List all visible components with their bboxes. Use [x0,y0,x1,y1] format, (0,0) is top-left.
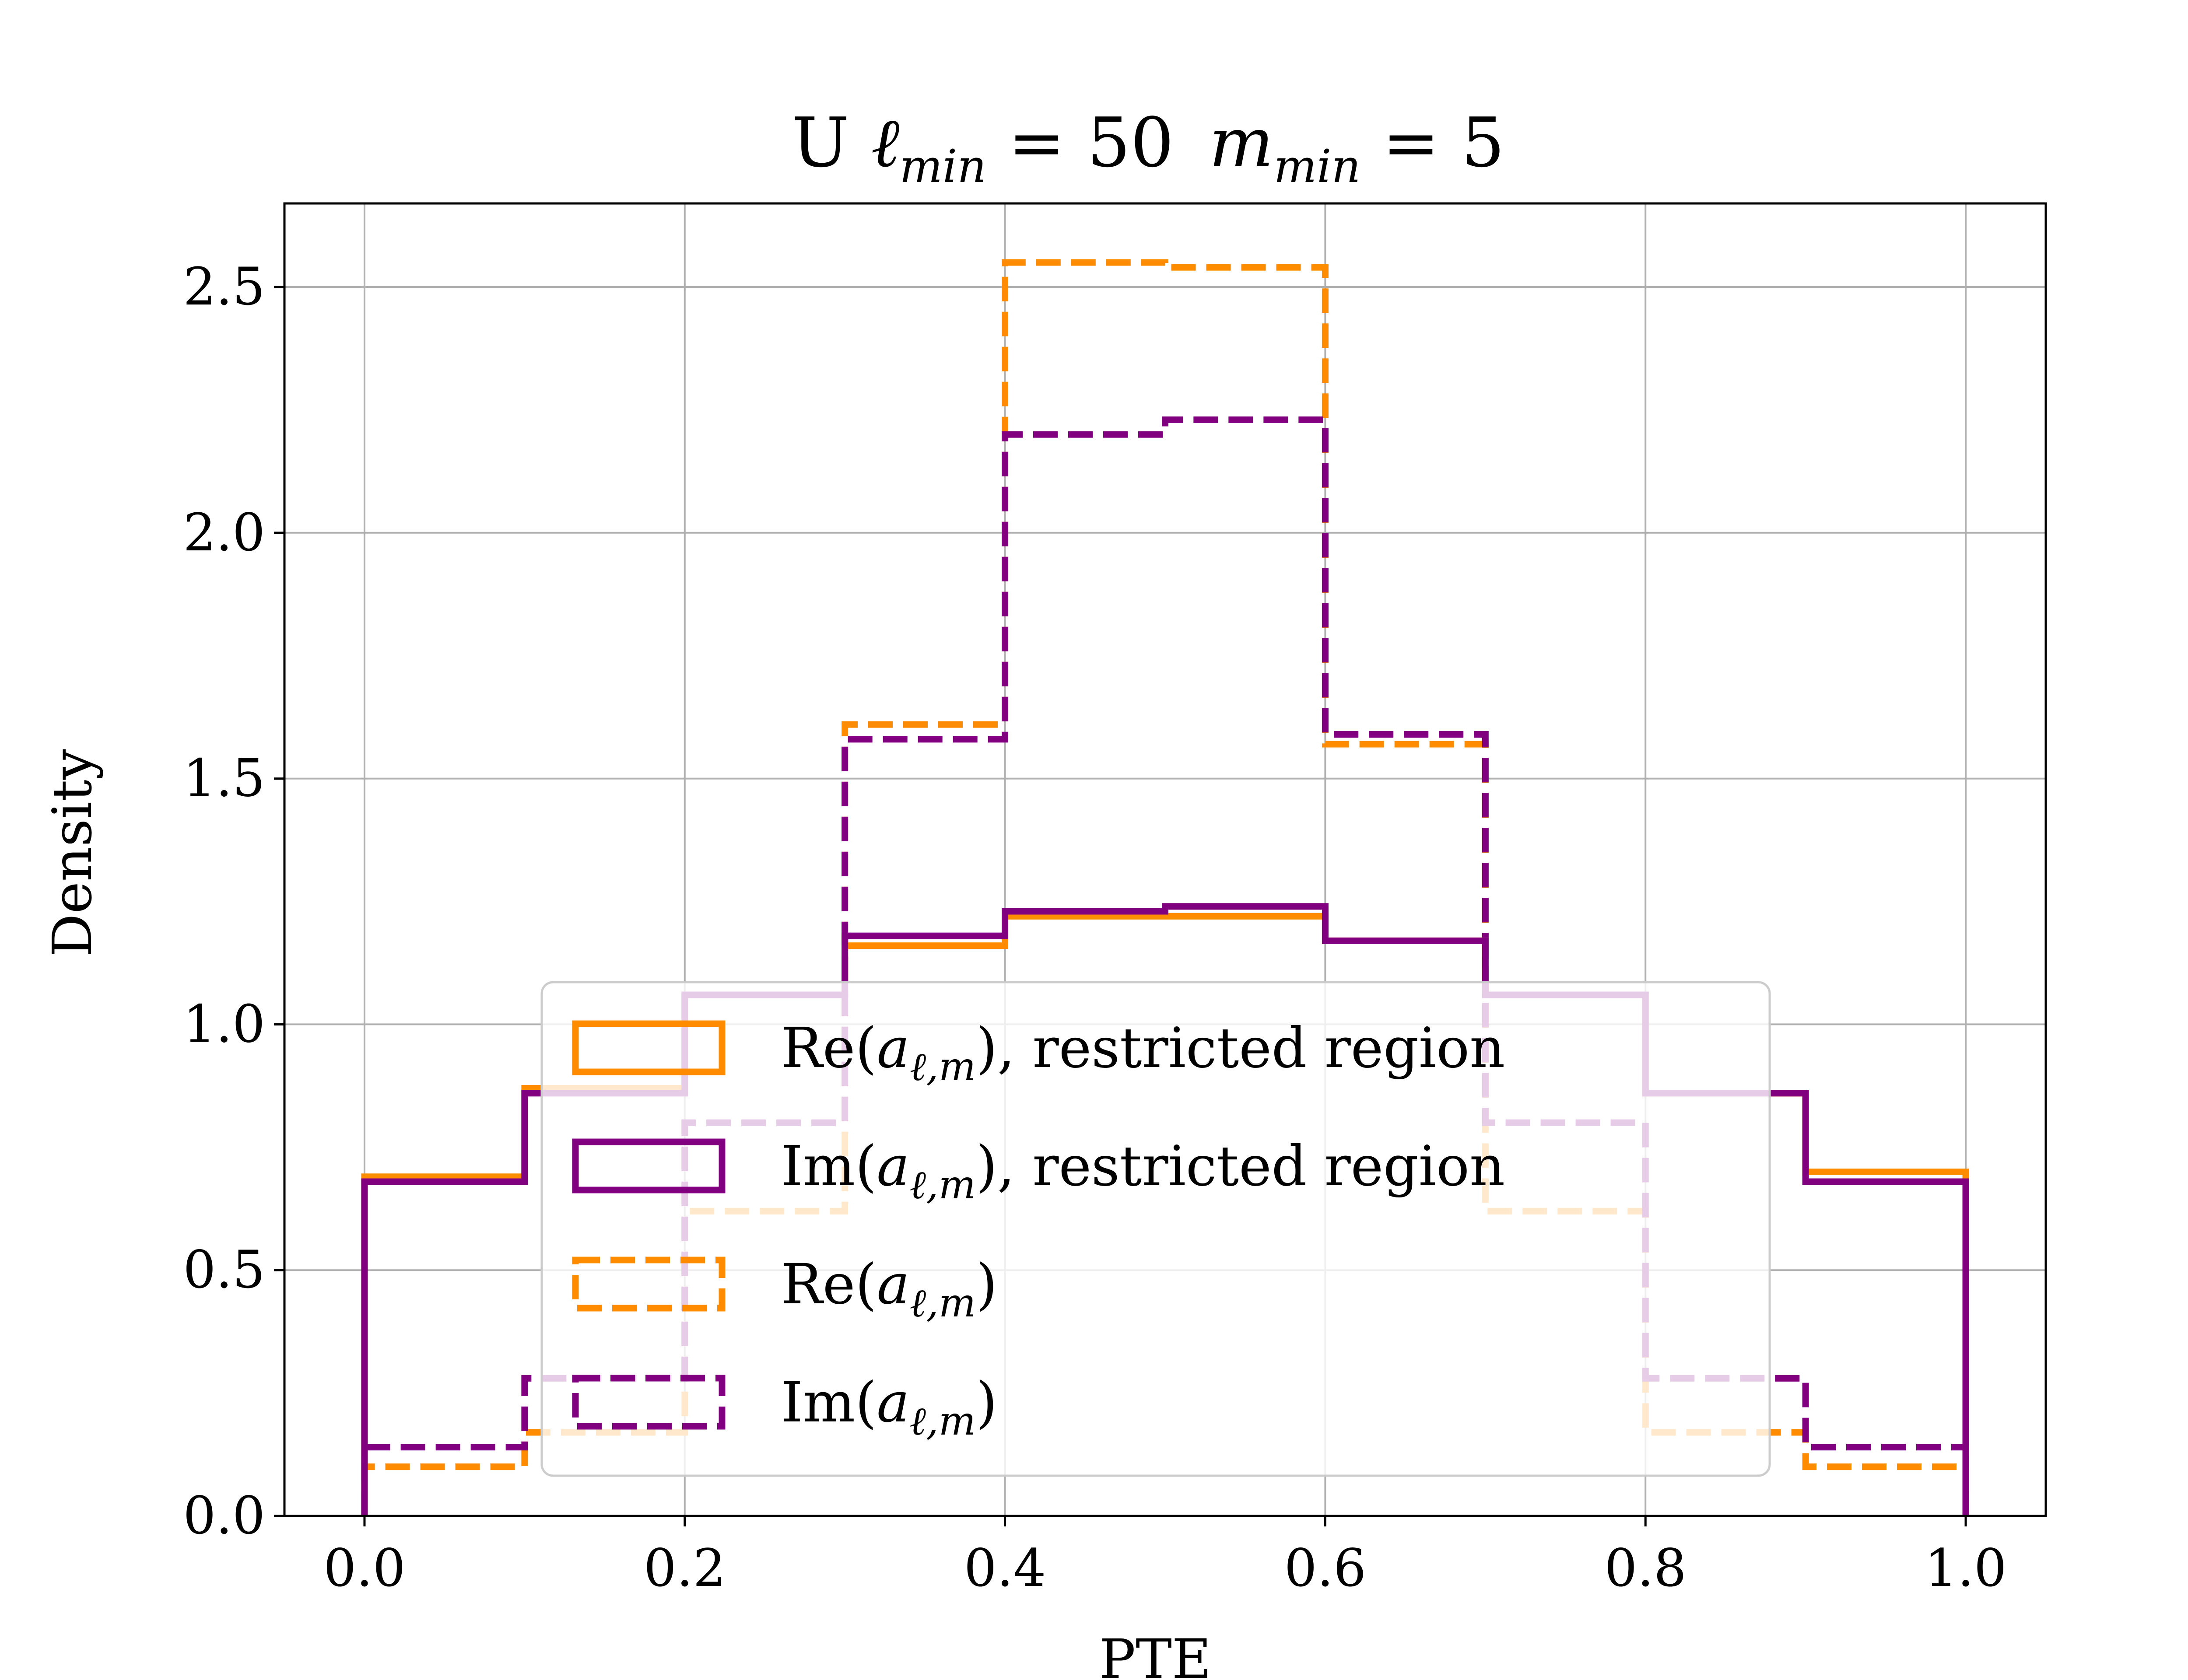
x-tick-label: 0.0 [323,1538,406,1598]
legend: Re(aℓ,m), restricted region Im(aℓ,m), res… [540,981,1771,1477]
legend-label: Re(aℓ,m) [781,1252,997,1326]
x-tick-label: 0.6 [1284,1538,1367,1598]
legend-entry: Im(aℓ,m), restricted region [572,1134,1505,1208]
x-tick-label: 0.2 [644,1538,726,1598]
y-tick-label: 1.5 [183,748,265,808]
legend-label: Im(aℓ,m), restricted region [781,1134,1505,1208]
legend-swatch [572,1020,726,1075]
ticks [274,286,1967,1526]
chart-title: U ℓmin = 50 mmin = 5 [792,103,1504,193]
legend-frame [540,981,1771,1477]
legend-entry: Re(aℓ,m), restricted region [572,1016,1505,1090]
y-tick-label: 2.0 [183,502,265,563]
legend-entry: Re(aℓ,m) [572,1252,997,1326]
x-tick-label: 0.8 [1604,1538,1687,1598]
legend-items: Re(aℓ,m), restricted region Im(aℓ,m), res… [572,1016,1505,1444]
y-tick-label: 2.5 [183,256,265,317]
y-tick-label: 0.0 [183,1485,265,1546]
legend-label: Im(aℓ,m) [781,1370,997,1444]
tick-labels: 0.0 0.2 0.4 0.6 0.8 1.0 0.0 0.5 1.0 1.5 2.0 2.5 [183,256,2007,1598]
y-axis-label: Density [41,749,104,957]
x-tick-label: 0.4 [964,1538,1046,1598]
legend-swatch [572,1375,726,1430]
y-tick-label: 1.0 [183,994,265,1054]
legend-swatch [572,1138,726,1194]
plot-frame [283,202,2047,1517]
x-axis-label: PTE [1099,1628,1212,1680]
x-tick-label: 1.0 [1925,1538,2007,1598]
y-tick-label: 0.5 [183,1239,265,1300]
legend-swatch [572,1256,726,1312]
legend-entry: Im(aℓ,m) [572,1370,997,1444]
legend-label: Re(aℓ,m), restricted region [781,1016,1505,1090]
